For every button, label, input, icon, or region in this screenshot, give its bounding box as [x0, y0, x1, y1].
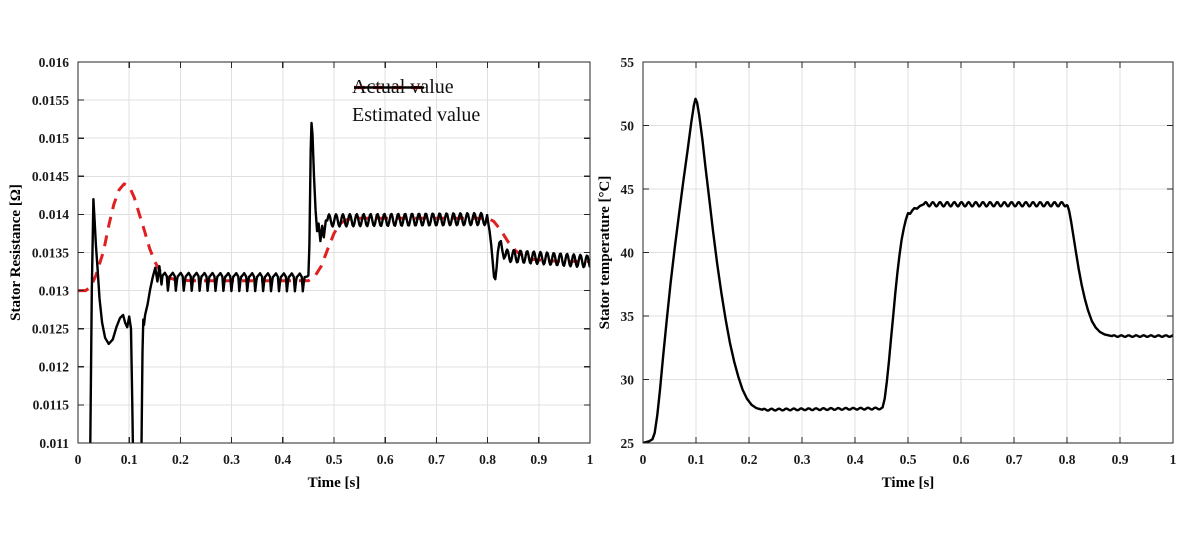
x-tick-label: 0.6: [953, 452, 970, 467]
y-tick-label: 0.0135: [32, 245, 69, 260]
y-tick-label: 35: [621, 309, 635, 324]
series-actual-value: [78, 182, 590, 293]
y-tick-label: 0.012: [39, 360, 70, 375]
y-tick-label: 45: [621, 182, 635, 197]
x-tick-label: 0.4: [847, 452, 864, 467]
x-axis-title: Time [s]: [882, 475, 935, 491]
x-tick-label: 0.8: [479, 452, 496, 467]
y-tick-label: 0.015: [39, 131, 70, 146]
x-tick-label: 0.9: [530, 452, 547, 467]
x-tick-label: 0: [640, 452, 647, 467]
x-tick-label: 0.2: [172, 452, 189, 467]
solid-line-sample: [354, 86, 424, 89]
x-tick-label: 0.1: [121, 452, 138, 467]
x-tick-label: 0.9: [1112, 452, 1129, 467]
legend: Actual value Estimated value: [352, 74, 480, 129]
x-axis-title: Time [s]: [308, 475, 361, 491]
x-tick-label: 0.4: [274, 452, 291, 467]
y-tick-label: 30: [621, 372, 635, 387]
x-tick-label: 0.3: [223, 452, 240, 467]
x-tick-label: 0.2: [741, 452, 758, 467]
y-tick-label: 25: [621, 436, 635, 451]
y-tick-label: 0.014: [39, 207, 70, 222]
y-tick-label: 0.011: [39, 436, 69, 451]
y-tick-label: 40: [621, 245, 635, 260]
y-tick-label: 50: [621, 118, 635, 133]
x-tick-label: 1: [1170, 452, 1177, 467]
y-axis-title: Stator Resistance [Ω]: [8, 184, 24, 321]
y-axis-title: Stator temperature [°C]: [597, 176, 613, 330]
y-tick-label: 55: [621, 55, 635, 70]
y-tick-label: 0.0115: [33, 398, 70, 413]
x-tick-label: 0.7: [1006, 452, 1023, 467]
x-tick-label: 0.8: [1059, 452, 1076, 467]
y-tick-label: 0.016: [39, 55, 70, 70]
legend-label-estimated: Estimated value: [352, 104, 481, 126]
x-tick-label: 0.1: [688, 452, 705, 467]
x-tick-label: 1: [587, 452, 594, 467]
y-tick-label: 0.0155: [32, 93, 69, 108]
x-tick-label: 0: [75, 452, 82, 467]
legend-entry-estimated: Estimated value: [352, 86, 481, 129]
x-tick-label: 0.3: [794, 452, 811, 467]
series-stator-temperature: [643, 97, 1173, 443]
x-tick-label: 0.6: [377, 452, 394, 467]
series-estimated-value: [89, 121, 590, 443]
y-tick-label: 0.0125: [32, 322, 69, 337]
x-tick-label: 0.5: [326, 452, 343, 467]
y-tick-label: 0.013: [39, 283, 70, 298]
y-tick-label: 0.0145: [32, 169, 69, 184]
x-tick-label: 0.5: [900, 452, 917, 467]
x-tick-label: 0.7: [428, 452, 445, 467]
